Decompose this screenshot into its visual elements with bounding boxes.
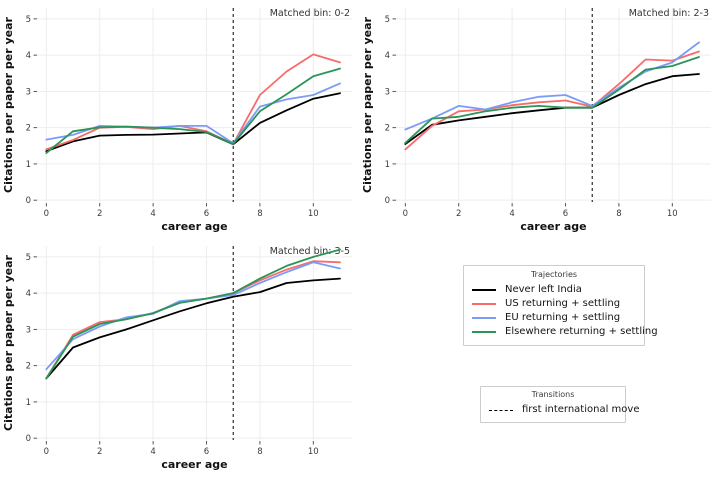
series-line-us-returning-settling <box>45 260 341 380</box>
y-axis-label: Citations per paper per year <box>2 17 15 193</box>
x-tick-label: 2 <box>97 447 102 457</box>
series-line-never-left-india <box>45 277 341 380</box>
x-tick-label: 0 <box>44 209 49 219</box>
panel-title: Matched bin: 2-3 <box>629 8 709 19</box>
line-swatch-green <box>472 331 496 333</box>
y-tick-label: 3 <box>26 87 31 97</box>
series-line-eu-returning-settling <box>45 82 341 145</box>
line-swatch-red <box>472 303 496 305</box>
series-line-never-left-india <box>45 92 341 153</box>
y-tick-label: 2 <box>26 124 31 134</box>
legend-item-label: US returning + settling <box>505 298 621 309</box>
series-line-us-returning-settling <box>45 53 341 151</box>
legend-transitions: Transitions first international move <box>480 386 639 423</box>
legend-item-never-left-india: Never left India <box>472 283 636 297</box>
x-tick-label: 10 <box>308 447 319 457</box>
x-tick-label: 0 <box>403 209 408 219</box>
x-tick-label: 2 <box>97 209 102 219</box>
legend-area: Trajectories Never left India US returni… <box>359 238 718 476</box>
series-line-eu-returning-settling <box>45 261 341 371</box>
dashed-line-swatch <box>489 409 513 411</box>
x-tick-label: 0 <box>44 447 49 457</box>
y-tick-label: 0 <box>26 434 31 444</box>
y-tick-label: 5 <box>26 253 31 263</box>
y-axis-label: Citations per paper per year <box>2 255 15 431</box>
y-tick-label: 2 <box>26 362 31 372</box>
x-tick-label: 6 <box>204 209 209 219</box>
y-tick-label: 4 <box>26 51 31 61</box>
legend-item-label: Elsewhere returning + settling <box>505 326 658 337</box>
y-tick-label: 0 <box>385 196 390 206</box>
x-tick-label: 4 <box>150 209 155 219</box>
y-axis-label: Citations per paper per year <box>361 17 374 193</box>
y-tick-label: 2 <box>385 124 390 134</box>
legend-item-label: Never left India <box>505 284 582 295</box>
panel-title: Matched bin: 0-2 <box>270 8 350 19</box>
y-tick-label: 1 <box>385 160 390 170</box>
series-line-elsewhere-returning-settling <box>45 248 341 380</box>
series-line-elsewhere-returning-settling <box>404 56 700 144</box>
x-tick-label: 8 <box>257 209 262 219</box>
legend-item-label: EU returning + settling <box>505 312 621 323</box>
line-swatch-black <box>472 289 496 291</box>
panel-matched-bin-2-3: 0 2 4 6 8 10 0 1 2 3 4 5 career age Citations per pap… <box>359 0 718 238</box>
x-tick-label: 8 <box>257 447 262 457</box>
x-tick-label: 10 <box>308 209 319 219</box>
x-tick-label: 2 <box>456 209 461 219</box>
legend-item-label: first international move <box>522 404 640 415</box>
legend-trajectories: Trajectories Never left India US returni… <box>463 265 658 346</box>
panel-title: Matched bin: 3-5 <box>270 246 350 257</box>
y-tick-label: 1 <box>26 160 31 170</box>
y-tick-label: 4 <box>26 289 31 299</box>
legend-item-us-returning: US returning + settling <box>472 297 636 311</box>
x-axis-label: career age <box>520 220 586 233</box>
y-tick-label: 3 <box>26 325 31 335</box>
x-tick-label: 4 <box>509 209 514 219</box>
x-tick-label: 4 <box>150 447 155 457</box>
series-line-eu-returning-settling <box>404 41 700 131</box>
x-tick-label: 6 <box>563 209 568 219</box>
x-axis-label: career age <box>161 458 227 471</box>
legend-transitions-title: Transitions <box>531 390 575 399</box>
chart-svg: 0 2 4 6 8 10 0 1 2 3 4 5 career age Citations per pap… <box>361 8 711 233</box>
chart-svg: 0 2 4 6 8 10 0 1 2 3 4 5 career age Citations per pap… <box>2 8 352 233</box>
legend-item-eu-returning: EU returning + settling <box>472 311 636 325</box>
y-tick-label: 4 <box>385 51 390 61</box>
legend-item-elsewhere-returning: Elsewhere returning + settling <box>472 325 658 339</box>
y-tick-label: 3 <box>385 87 390 97</box>
x-axis-label: career age <box>161 220 227 233</box>
legend-item-first-international-move: first international move <box>489 403 639 417</box>
x-tick-label: 10 <box>667 209 678 219</box>
panel-matched-bin-0-2: 0 2 4 6 8 10 0 1 2 3 4 5 career age Citations per pap… <box>0 0 359 238</box>
series-line-us-returning-settling <box>404 50 700 151</box>
y-tick-label: 5 <box>385 15 390 25</box>
series-line-never-left-india <box>404 73 700 145</box>
series-line-elsewhere-returning-settling <box>45 67 341 154</box>
x-tick-label: 6 <box>204 447 209 457</box>
y-tick-label: 0 <box>26 196 31 206</box>
line-swatch-blue <box>472 317 496 319</box>
chart-svg: 0 2 4 6 8 10 0 1 2 3 4 5 career age Citations per pap… <box>2 246 352 471</box>
legend-trajectories-title: Trajectories <box>530 270 578 279</box>
x-tick-label: 8 <box>616 209 621 219</box>
panel-matched-bin-3-5: 0 2 4 6 8 10 0 1 2 3 4 5 career age Citations per pap… <box>0 238 359 476</box>
y-tick-label: 1 <box>26 398 31 408</box>
y-tick-label: 5 <box>26 15 31 25</box>
